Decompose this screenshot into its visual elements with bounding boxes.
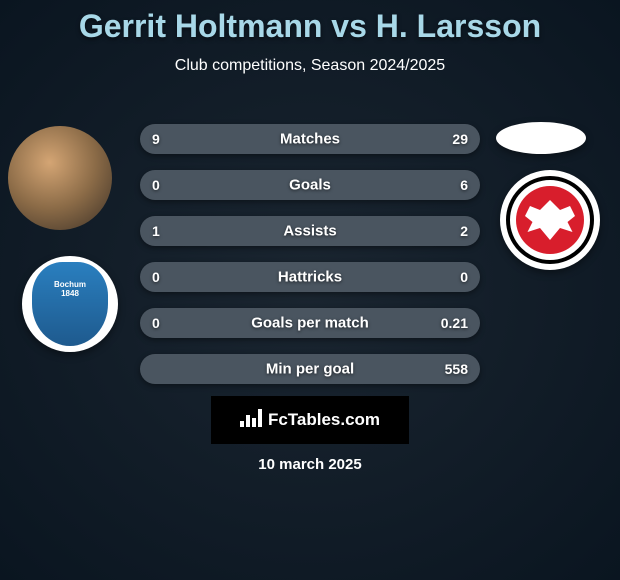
stats-container: 9 Matches 29 0 Goals 6 1 Assists 2 0 Hat…: [140, 124, 480, 400]
stat-label: Min per goal: [266, 361, 354, 378]
stat-row-assists: 1 Assists 2: [140, 216, 480, 246]
stat-row-goals-per-match: 0 Goals per match 0.21: [140, 308, 480, 338]
stat-left-value: 0: [152, 315, 160, 331]
chart-icon: [240, 409, 262, 432]
stat-label: Hattricks: [278, 269, 342, 286]
stat-right-value: 29: [452, 131, 468, 147]
stat-left-value: 0: [152, 269, 160, 285]
eagle-icon: [525, 200, 575, 240]
date-label: 10 march 2025: [258, 456, 361, 473]
stat-right-value: 6: [460, 177, 468, 193]
player-2-avatar: [496, 122, 586, 154]
stat-left-value: 9: [152, 131, 160, 147]
subtitle: Club competitions, Season 2024/2025: [0, 57, 620, 75]
stat-right-value: 558: [445, 361, 468, 377]
stat-label: Goals per match: [251, 315, 369, 332]
stat-row-hattricks: 0 Hattricks 0: [140, 262, 480, 292]
fctables-badge: FcTables.com: [211, 396, 409, 444]
stat-label: Matches: [280, 131, 340, 148]
stat-right-value: 0.21: [441, 315, 468, 331]
club-1-year: 1848: [61, 289, 79, 298]
fctables-label: FcTables.com: [268, 410, 380, 430]
player-1-avatar: [8, 126, 112, 230]
club-1-name: Bochum: [54, 280, 86, 289]
club-2-logo: [500, 170, 600, 270]
stat-label: Goals: [289, 177, 331, 194]
stat-right-value: 0: [460, 269, 468, 285]
stat-left-value: 1: [152, 223, 160, 239]
stat-label: Assists: [283, 223, 336, 240]
page-title: Gerrit Holtmann vs H. Larsson: [0, 0, 620, 45]
club-1-logo: Bochum 1848: [22, 256, 118, 352]
stat-row-matches: 9 Matches 29: [140, 124, 480, 154]
stat-row-goals: 0 Goals 6: [140, 170, 480, 200]
stat-right-value: 2: [460, 223, 468, 239]
stat-left-value: 0: [152, 177, 160, 193]
stat-row-min-per-goal: Min per goal 558: [140, 354, 480, 384]
